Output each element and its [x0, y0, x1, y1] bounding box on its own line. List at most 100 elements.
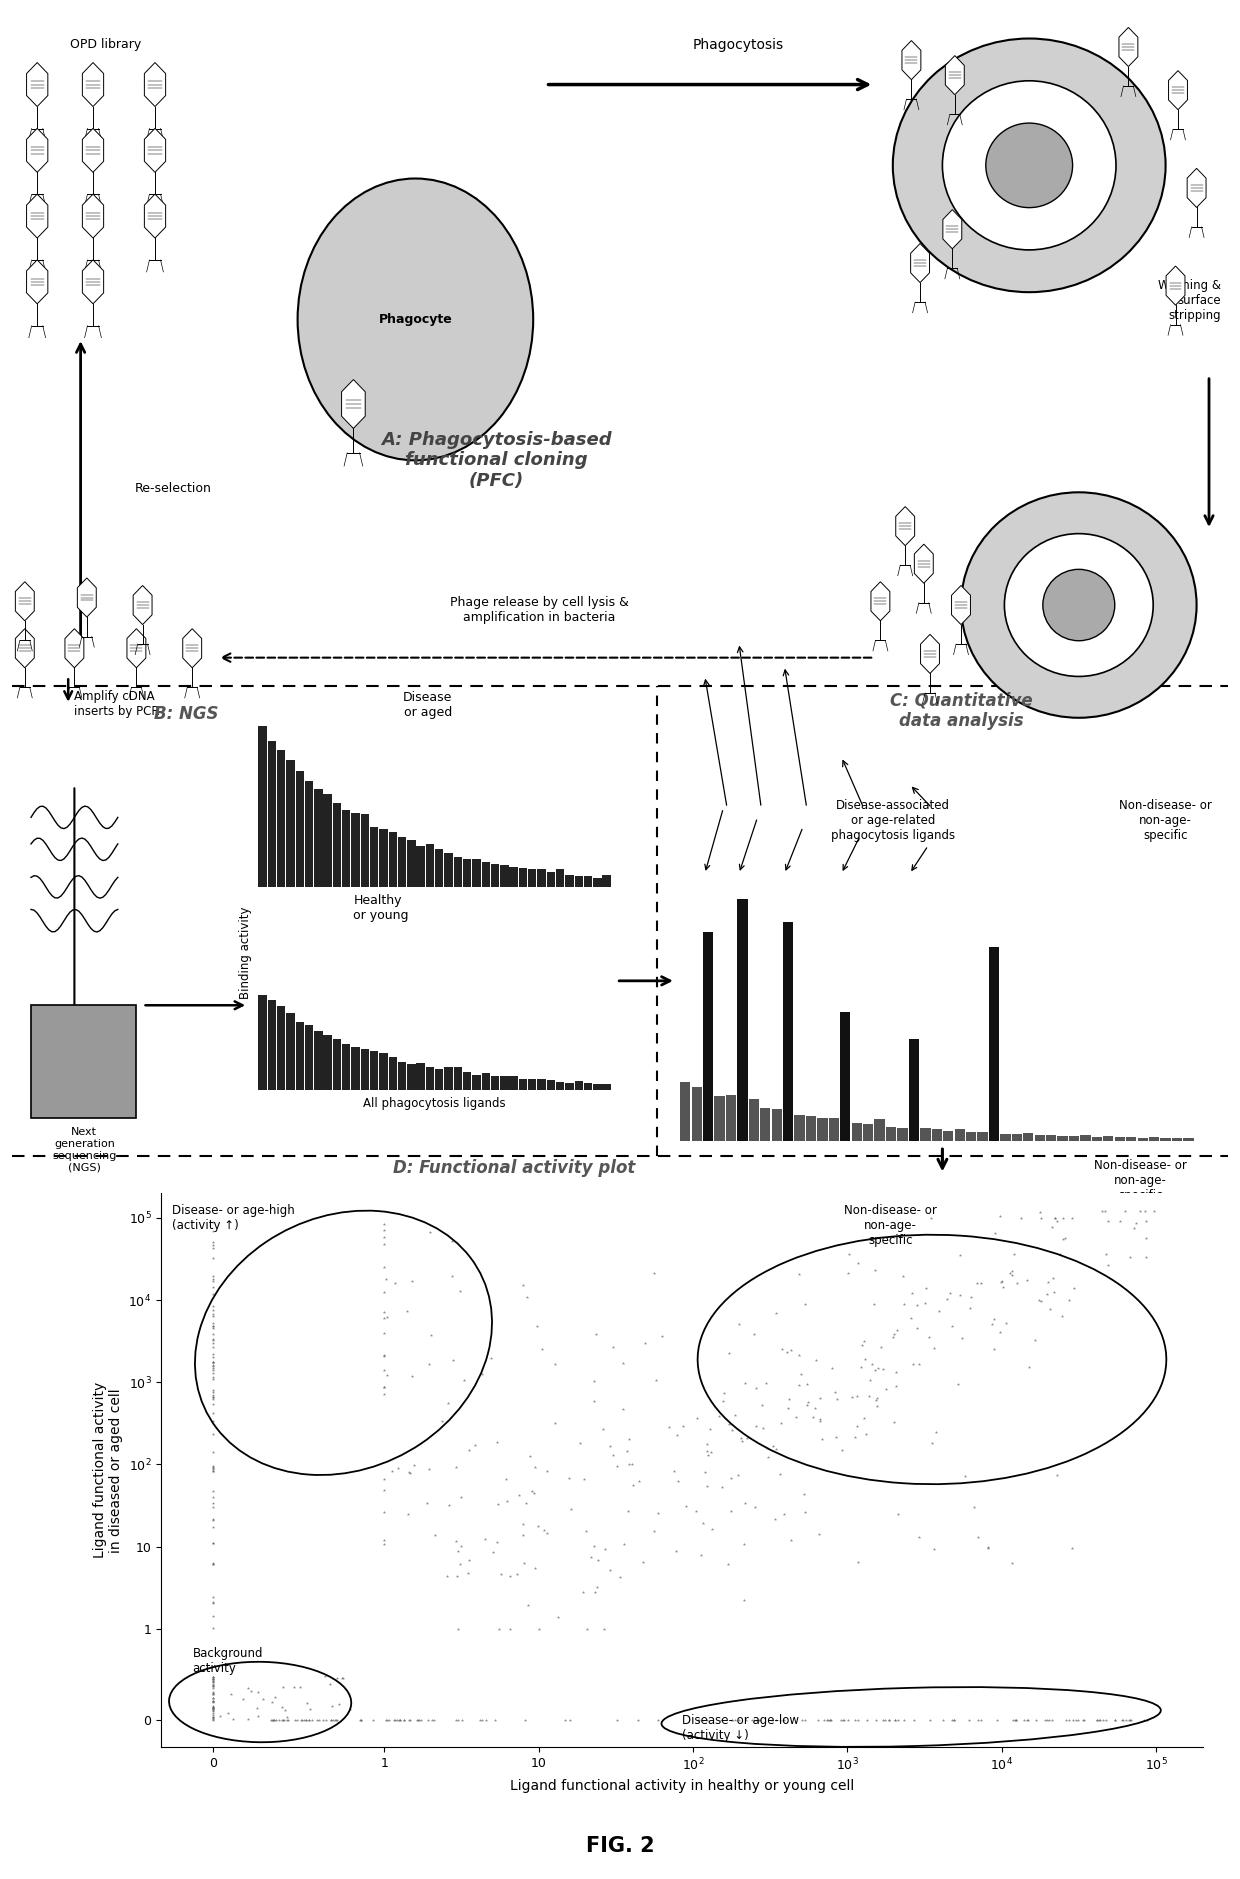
Text: D: Functional activity plot: D: Functional activity plot	[393, 1159, 636, 1178]
Bar	[977, 1133, 988, 1141]
Point	[203, 1319, 223, 1349]
Point	[1052, 1300, 1071, 1330]
Bar	[565, 1082, 574, 1090]
Point	[604, 1439, 624, 1469]
Point	[885, 1704, 905, 1734]
Bar	[388, 1056, 397, 1090]
Point	[983, 1334, 1003, 1364]
Point	[797, 1370, 817, 1400]
Point	[921, 1428, 941, 1458]
Text: Healthy
or young: Healthy or young	[353, 894, 409, 923]
Point	[719, 1409, 739, 1439]
Bar	[370, 827, 378, 887]
Text: Disease
or aged: Disease or aged	[403, 691, 453, 720]
Point	[996, 1308, 1016, 1338]
Polygon shape	[1166, 267, 1185, 304]
Polygon shape	[144, 62, 166, 107]
Point	[1063, 1533, 1083, 1563]
Bar	[593, 877, 601, 887]
Point	[1045, 1203, 1065, 1233]
Point	[826, 1377, 846, 1407]
Point	[203, 1379, 223, 1409]
Point	[203, 1362, 223, 1392]
Polygon shape	[126, 629, 146, 667]
Point	[1137, 1704, 1157, 1734]
Point	[290, 1672, 310, 1702]
Bar	[361, 814, 370, 887]
Point	[399, 1704, 419, 1734]
Point	[203, 1492, 223, 1522]
Point	[559, 1464, 579, 1494]
Point	[805, 1392, 825, 1422]
Point	[481, 1342, 501, 1372]
Point	[459, 1558, 479, 1588]
Point	[647, 1704, 667, 1734]
Point	[978, 1533, 998, 1563]
Point	[729, 1308, 749, 1338]
Point	[967, 1268, 987, 1298]
Point	[753, 1413, 773, 1443]
Point	[1037, 1704, 1056, 1734]
Text: Non-disease- or
non-age-
specific: Non-disease- or non-age- specific	[844, 1204, 936, 1248]
Point	[443, 1345, 463, 1375]
Ellipse shape	[298, 179, 533, 460]
Point	[203, 1687, 223, 1717]
Point	[203, 1488, 223, 1518]
Bar	[852, 1124, 862, 1141]
Point	[278, 1702, 298, 1732]
Bar	[738, 898, 748, 1141]
Point	[573, 1576, 593, 1607]
Point	[846, 1704, 866, 1734]
Point	[990, 1317, 1009, 1347]
Bar	[463, 1073, 471, 1090]
Point	[471, 1704, 491, 1734]
Point	[451, 1704, 471, 1734]
Point	[203, 1359, 223, 1389]
Bar	[472, 1075, 481, 1090]
Point	[203, 1340, 223, 1370]
Point	[560, 1494, 580, 1524]
Point	[527, 1312, 547, 1342]
Point	[749, 1704, 769, 1734]
Point	[613, 1347, 632, 1377]
Point	[203, 1398, 223, 1428]
Point	[374, 1379, 394, 1409]
Point	[273, 1704, 293, 1734]
Polygon shape	[1187, 169, 1207, 207]
Point	[790, 1259, 810, 1289]
Point	[517, 1488, 537, 1518]
Point	[713, 1387, 733, 1417]
Point	[771, 1407, 791, 1437]
Bar	[342, 1045, 351, 1090]
Point	[203, 1206, 223, 1236]
X-axis label: Ligand functional activity in healthy or young cell: Ligand functional activity in healthy or…	[510, 1779, 854, 1793]
Point	[1089, 1704, 1109, 1734]
Point	[203, 1528, 223, 1558]
Point	[838, 1704, 858, 1734]
Point	[241, 1676, 260, 1706]
Polygon shape	[15, 629, 35, 667]
Point	[1092, 1197, 1112, 1227]
Point	[580, 1541, 600, 1571]
Point	[722, 1704, 742, 1734]
Point	[489, 1488, 508, 1518]
Point	[786, 1402, 806, 1432]
Bar	[574, 876, 583, 887]
Point	[947, 1370, 967, 1400]
Point	[570, 1428, 590, 1458]
Point	[285, 1704, 305, 1734]
Point	[1145, 1197, 1164, 1227]
Point	[269, 1704, 289, 1734]
Point	[728, 1460, 748, 1490]
Point	[203, 1697, 223, 1727]
Point	[867, 1390, 887, 1421]
Point	[714, 1377, 734, 1407]
Text: Phagocytosis: Phagocytosis	[692, 38, 784, 51]
Point	[853, 1327, 873, 1357]
Point	[937, 1283, 957, 1313]
Point	[523, 1477, 543, 1507]
Point	[525, 1452, 544, 1483]
Point	[1136, 1223, 1156, 1253]
Point	[839, 1238, 859, 1268]
Point	[821, 1704, 841, 1734]
